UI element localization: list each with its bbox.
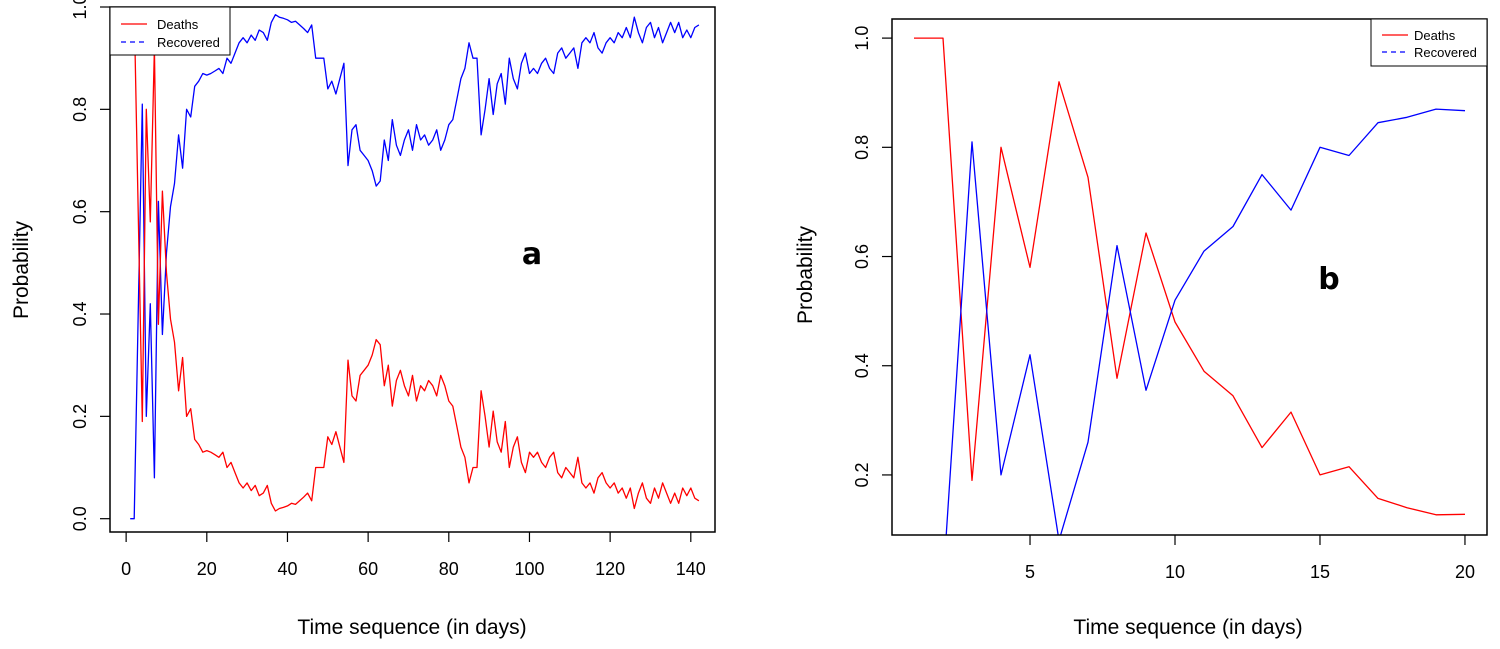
panel-a: 0 20 40 60 80 100 120 140 0.0 0.2 0.4 0.6 0.8 1.0 Ti… <box>10 0 716 639</box>
series-recovered-line-b <box>945 108 1466 535</box>
y-tick-label-b: 0.6 <box>852 244 872 269</box>
legend-b: Deaths Recovered <box>1370 18 1488 67</box>
y-tick-label-b: 0.4 <box>852 353 872 378</box>
y-tick-label-a: 0.8 <box>70 97 90 122</box>
legend-a: Deaths Recovered <box>109 6 231 56</box>
panel-label-b: b <box>1318 262 1339 297</box>
x-tick-label-a: 60 <box>358 559 378 579</box>
y-tick-label-b: 0.8 <box>852 135 872 160</box>
y-axis-title-a: Probability <box>10 220 33 319</box>
y-tick-label-a: 0.2 <box>70 404 90 429</box>
x-tick-label-a: 140 <box>676 559 706 579</box>
y-axis-title-b: Probability <box>794 225 817 324</box>
legend-label-recovered-b: Recovered <box>1414 45 1477 60</box>
x-tick-label-b: 10 <box>1165 562 1185 582</box>
plot-frame-a <box>109 6 716 533</box>
legend-box-b <box>1370 18 1488 67</box>
legend-label-deaths-a: Deaths <box>157 17 199 32</box>
y-tick-label-a: 0.6 <box>70 199 90 224</box>
series-recovered-line-a <box>130 14 700 520</box>
x-tick-label-a: 20 <box>197 559 217 579</box>
series-deaths-line-b <box>914 37 1466 516</box>
legend-box-a <box>109 6 231 56</box>
y-tick-label-b: 0.2 <box>852 462 872 487</box>
y-tick-label-a: 0.0 <box>70 506 90 531</box>
x-tick-label-b: 20 <box>1455 562 1475 582</box>
x-tick-label-b: 5 <box>1025 562 1035 582</box>
legend-label-deaths-b: Deaths <box>1414 28 1456 43</box>
plot-frame-b <box>891 18 1488 536</box>
panel-b: 5 10 15 20 0.2 0.4 0.6 0.8 1.0 Time sequence (i… <box>794 18 1488 639</box>
x-axis-title-a: Time sequence (in days) <box>297 616 526 639</box>
legend-label-recovered-a: Recovered <box>157 35 220 50</box>
x-tick-label-a: 120 <box>595 559 625 579</box>
y-tick-label-a: 1.0 <box>70 0 90 20</box>
panel-label-a: a <box>522 237 542 272</box>
series-deaths-line-a <box>130 7 700 512</box>
x-tick-label-a: 100 <box>514 559 544 579</box>
y-tick-label-b: 1.0 <box>852 26 872 51</box>
x-tick-label-a: 80 <box>439 559 459 579</box>
x-tick-label-a: 40 <box>277 559 297 579</box>
y-tick-label-a: 0.4 <box>70 302 90 327</box>
x-axis-title-b: Time sequence (in days) <box>1073 616 1302 639</box>
x-tick-label-a: 0 <box>121 559 131 579</box>
x-tick-label-b: 15 <box>1310 562 1330 582</box>
